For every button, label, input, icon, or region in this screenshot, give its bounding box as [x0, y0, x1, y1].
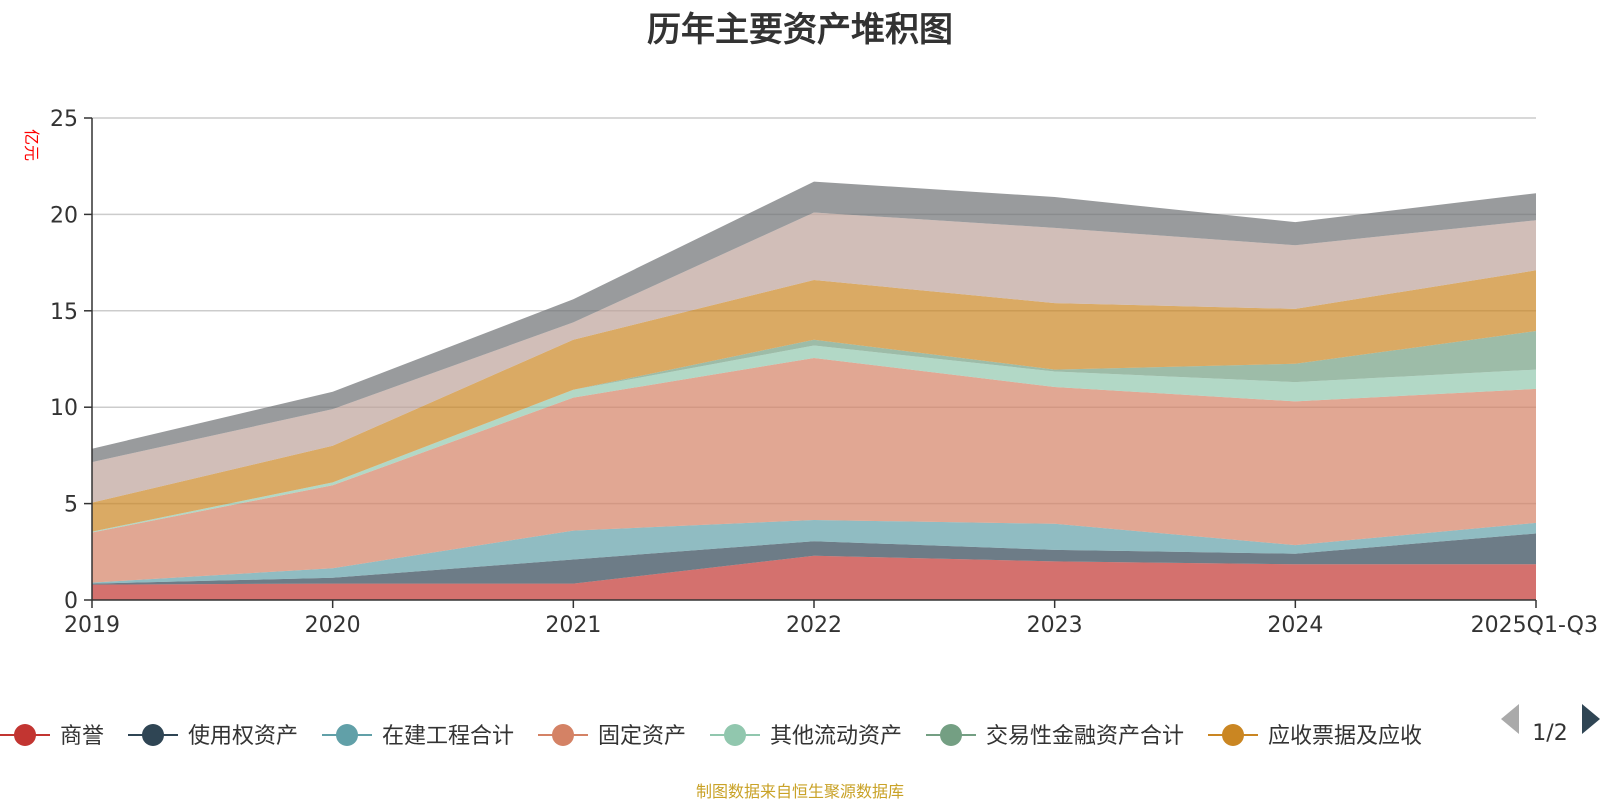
y-axis-unit-label: 亿元	[22, 129, 41, 161]
x-tick-label: 2025Q1-Q3	[1471, 613, 1598, 638]
legend-label: 固定资产	[598, 724, 686, 749]
legend-marker-icon	[940, 724, 962, 746]
x-tick-label: 2020	[305, 613, 361, 638]
series-area-6	[92, 270, 1536, 532]
legend-marker-icon	[724, 724, 746, 746]
legend-marker-icon	[552, 724, 574, 746]
y-tick-label: 0	[64, 589, 78, 614]
y-tick-label: 10	[50, 396, 78, 421]
legend-item[interactable]: 商誉	[0, 724, 104, 749]
legend-item[interactable]: 其他流动资产	[710, 724, 902, 749]
chart-title: 历年主要资产堆积图	[647, 10, 953, 50]
y-tick-label: 5	[64, 493, 78, 518]
series-area-0	[92, 555, 1536, 600]
series-area-1	[92, 533, 1536, 585]
series-area-3	[92, 358, 1536, 583]
x-tick-labels: 2019 2020 2021 2022 2023 2024 2025Q1-Q3	[64, 600, 1598, 638]
legend-marker-icon	[14, 724, 36, 746]
legend-item[interactable]: 使用权资产	[128, 724, 298, 749]
series-areas	[92, 181, 1536, 600]
series-area-2	[92, 520, 1536, 584]
legend-marker-icon	[336, 724, 358, 746]
legend-page-indicator: 1/2	[1532, 721, 1567, 746]
legend-next-icon[interactable]	[1582, 704, 1600, 734]
legend-pager: 1/2	[1501, 704, 1600, 746]
y-tick-label: 15	[50, 300, 78, 325]
x-tick-label: 2024	[1267, 613, 1323, 638]
series-area-5	[92, 331, 1536, 532]
legend-marker-icon	[1222, 724, 1244, 746]
legend-label: 其他流动资产	[770, 724, 902, 749]
legend-item[interactable]: 在建工程合计	[322, 724, 514, 749]
y-tick-label: 25	[50, 107, 78, 132]
source-note: 制图数据来自恒生聚源数据库	[695, 782, 904, 801]
legend-item[interactable]: 交易性金融资产合计	[926, 724, 1184, 749]
legend-label: 商誉	[60, 724, 104, 749]
legend-marker-icon	[142, 724, 164, 746]
series-area-4	[92, 345, 1536, 533]
y-tick-label: 20	[50, 203, 78, 228]
x-tick-label: 2022	[786, 613, 842, 638]
x-tick-label: 2023	[1027, 613, 1083, 638]
legend-label: 使用权资产	[188, 724, 298, 749]
legend-label: 应收票据及应收	[1268, 724, 1422, 749]
legend-item[interactable]: 固定资产	[538, 724, 686, 749]
x-tick-label: 2021	[545, 613, 601, 638]
series-area-7	[92, 212, 1536, 503]
y-tick-labels: 0 5 10 15 20 25	[50, 107, 92, 614]
legend-label: 交易性金融资产合计	[986, 724, 1184, 749]
x-tick-label: 2019	[64, 613, 120, 638]
legend-prev-icon[interactable]	[1501, 704, 1519, 734]
legend-label: 在建工程合计	[382, 724, 514, 749]
legend: 商誉 使用权资产 在建工程合计 固定资产 其他流动资产 交易性金融资产合计 应收票据及应收	[0, 724, 1422, 749]
legend-item[interactable]: 应收票据及应收	[1208, 724, 1422, 749]
